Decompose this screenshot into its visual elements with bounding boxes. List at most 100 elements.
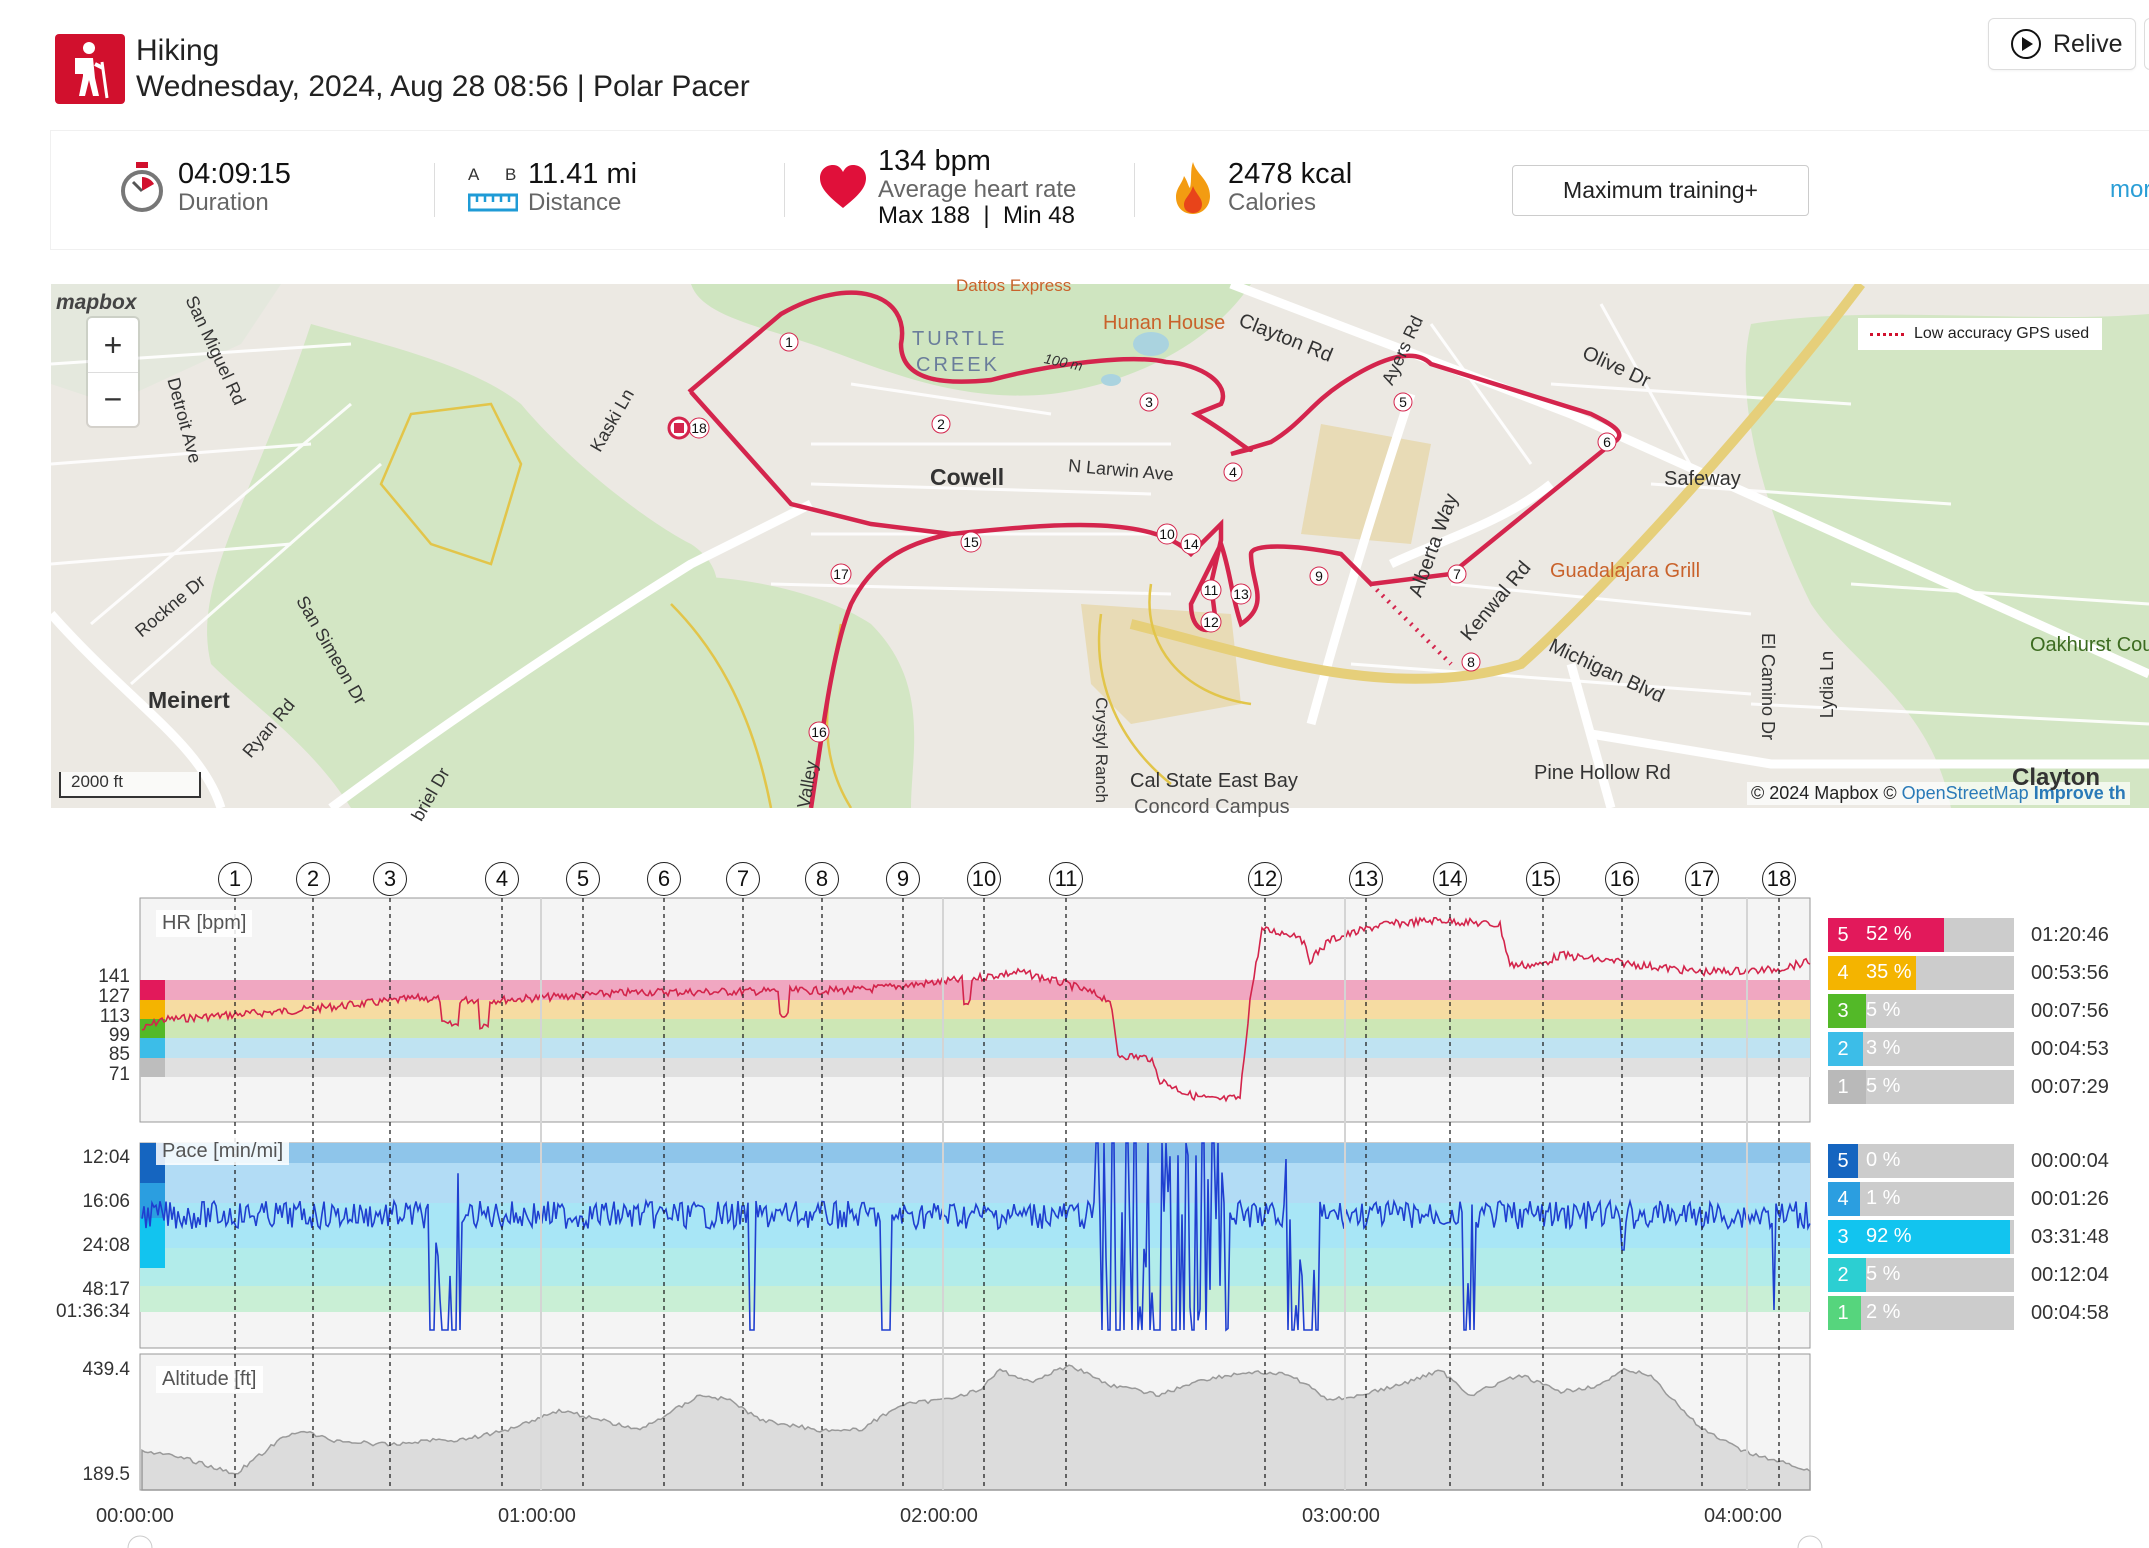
lap-marker[interactable]: 2 (296, 862, 330, 896)
lap-marker[interactable]: 17 (1685, 862, 1719, 896)
lap-marker[interactable]: 5 (566, 862, 600, 896)
calories-value: 2478 kcal (1228, 158, 1353, 190)
zone-percent: 5 % (1866, 1263, 1901, 1285)
lap-marker[interactable]: 9 (886, 862, 920, 896)
svg-text:12: 12 (1203, 614, 1219, 630)
zone-time: 00:07:56 (2031, 1000, 2109, 1022)
zone-fill (1858, 918, 1944, 952)
zone-fill (1858, 1032, 1863, 1066)
zone-fill (1858, 1258, 1866, 1292)
zone-number: 4 (1828, 956, 1858, 990)
route-map[interactable]: 1 2 3 4 5 6 7 8 9 10 11 12 13 14 15 16 1… (51, 284, 2149, 808)
svg-text:2: 2 (937, 416, 945, 432)
svg-text:18: 18 (691, 420, 707, 436)
play-icon (2011, 29, 2041, 59)
lap-marker[interactable]: 13 (1349, 862, 1383, 896)
hiking-activity-icon (55, 34, 125, 104)
pace-y-tick: 12:04 (82, 1147, 130, 1168)
waypoint-marker: 3 (1139, 392, 1159, 412)
dotted-line-icon (1870, 332, 1904, 336)
lap-marker[interactable]: 1 (218, 862, 252, 896)
zone-percent: 3 % (1866, 1037, 1901, 1059)
hr-y-tick: 85 (108, 1044, 130, 1065)
svg-text:8: 8 (1467, 654, 1475, 670)
zone-number: 1 (1828, 1070, 1858, 1104)
map-label: Dattos Express (956, 276, 1072, 295)
lap-marker[interactable]: 12 (1248, 862, 1282, 896)
pace-y-tick: 24:08 (82, 1235, 130, 1256)
lap-marker[interactable]: 4 (485, 862, 519, 896)
zone-time: 00:00:04 (2031, 1150, 2109, 1172)
zone-number: 3 (1828, 994, 1858, 1028)
hr-y-tick: 71 (108, 1064, 130, 1085)
zone-fill (1858, 1182, 1860, 1216)
lap-marker[interactable]: 14 (1433, 862, 1467, 896)
zone-number: 1 (1828, 1296, 1858, 1330)
zone-number: 4 (1828, 1182, 1858, 1216)
zone-percent: 1 % (1866, 1187, 1901, 1209)
svg-text:1: 1 (785, 334, 793, 350)
x-tick: 03:00:00 (1302, 1505, 1380, 1527)
waypoint-marker: 5 (1393, 392, 1413, 412)
lap-marker[interactable]: 18 (1762, 862, 1796, 896)
summary-panel (51, 131, 2149, 249)
zone-1-bar: 1 2 % (1828, 1296, 2014, 1330)
map-label: TURTLE (912, 328, 1008, 350)
waypoint-marker: 2 (931, 414, 951, 434)
training-benefit-button[interactable]: Maximum training+ (1512, 165, 1809, 216)
zone-5-bar: 5 52 % (1828, 918, 2014, 952)
osm-link[interactable]: OpenStreetMap (1901, 783, 2029, 803)
map-label: Pine Hollow Rd (1534, 762, 1671, 784)
ab-b-label: B (505, 165, 517, 184)
svg-text:14: 14 (1183, 536, 1199, 552)
zone-fill (1858, 994, 1866, 1028)
svg-text:9: 9 (1315, 568, 1323, 584)
zone-time: 00:01:26 (2031, 1188, 2109, 1210)
calories-label: Calories (1228, 189, 1317, 216)
hr-y-tick: 141 (98, 966, 130, 987)
zoom-out-button[interactable]: − (88, 372, 138, 426)
activity-date-device: Wednesday, 2024, Aug 28 08:56 | Polar Pa… (136, 70, 750, 103)
zone-fill (1858, 956, 1916, 990)
zone-1-bar: 1 5 % (1828, 1070, 2014, 1104)
hr-chart-title: HR [bpm] (156, 910, 253, 937)
svg-text:5: 5 (1399, 394, 1407, 410)
more-actions-button[interactable] (2144, 18, 2149, 70)
lap-marker[interactable]: 10 (967, 862, 1001, 896)
duration-value: 04:09:15 (178, 158, 291, 190)
lap-marker[interactable]: 8 (805, 862, 839, 896)
svg-text:17: 17 (833, 566, 849, 582)
zone-3-bar: 3 5 % (1828, 994, 2014, 1028)
lap-marker[interactable]: 16 (1605, 862, 1639, 896)
zone-4-bar: 4 35 % (1828, 956, 2014, 990)
training-charts[interactable] (0, 855, 2149, 1548)
waypoint-marker: 8 (1461, 652, 1481, 672)
zone-4-bar: 4 1 % (1828, 1182, 2014, 1216)
svg-text:13: 13 (1233, 586, 1249, 602)
map-label: El Camino Dr (1758, 632, 1779, 741)
divider (434, 163, 435, 217)
zone-time: 00:53:56 (2031, 962, 2109, 984)
zoom-in-button[interactable]: + (103, 326, 123, 363)
flame-icon (1172, 160, 1214, 221)
hr-min-max: Max 188 | Min 48 (878, 202, 1075, 229)
lap-marker[interactable]: 7 (726, 862, 760, 896)
zone-time: 01:20:46 (2031, 924, 2109, 946)
improve-map-link[interactable]: Improve th (2028, 783, 2126, 803)
svg-text:3: 3 (1145, 394, 1153, 410)
lap-marker[interactable]: 6 (647, 862, 681, 896)
waypoint-marker: 18 (688, 417, 710, 439)
lap-marker[interactable]: 11 (1049, 862, 1083, 896)
lap-marker[interactable]: 3 (373, 862, 407, 896)
hr-y-tick: 99 (108, 1025, 130, 1046)
x-tick: 04:00:00 (1704, 1505, 1782, 1527)
relive-button[interactable]: Relive (1988, 18, 2136, 70)
more-link[interactable]: mor (2110, 176, 2149, 203)
zone-number: 2 (1828, 1258, 1858, 1292)
lap-marker[interactable]: 15 (1526, 862, 1560, 896)
pace-chart-title: Pace [min/mi] (156, 1138, 290, 1165)
svg-text:4: 4 (1229, 464, 1237, 480)
map-label: Hunan House (1103, 312, 1226, 334)
waypoint-marker: 10 (1156, 523, 1178, 545)
range-handle-left (127, 1535, 153, 1548)
